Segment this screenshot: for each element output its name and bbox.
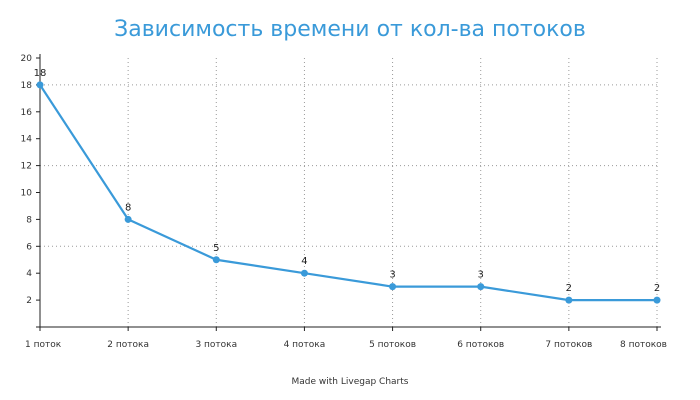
data-point xyxy=(653,296,661,304)
data-label: 3 xyxy=(478,270,484,281)
y-tick-label: 20 xyxy=(21,54,33,64)
x-tick-label: 7 потоков xyxy=(545,340,592,350)
data-point xyxy=(565,296,573,304)
x-tick-label: 5 потоков xyxy=(369,340,416,350)
x-tick-label: 3 потока xyxy=(195,340,237,350)
data-point xyxy=(389,283,397,291)
y-tick-label: 10 xyxy=(21,189,33,199)
data-label: 8 xyxy=(125,202,131,213)
data-point xyxy=(212,256,220,264)
y-tick-label: 18 xyxy=(21,81,33,91)
x-tick-label: 1 поток xyxy=(25,340,62,350)
x-tick-label: 4 потока xyxy=(284,340,326,350)
series-line xyxy=(39,84,657,302)
data-label: 2 xyxy=(654,283,660,294)
data-label: 2 xyxy=(566,283,572,294)
y-tick-label: 6 xyxy=(26,242,32,252)
footer-credit: Made with Livegap Charts xyxy=(292,377,409,387)
data-label: 18 xyxy=(34,68,47,79)
data-label: 5 xyxy=(213,243,219,254)
x-tick-label: 2 потока xyxy=(107,340,149,350)
x-tick-labels: 1 поток 2 потока 3 потока 4 потока 5 потоков… xyxy=(25,327,667,350)
y-tick-labels: 2 4 6 8 10 12 14 16 18 20 xyxy=(21,54,40,306)
data-label: 3 xyxy=(389,270,395,281)
y-tick-label: 16 xyxy=(21,108,33,118)
grid xyxy=(40,58,658,327)
data-labels: 18 8 5 4 3 3 2 2 xyxy=(34,68,661,294)
data-point xyxy=(300,269,308,277)
data-point xyxy=(477,283,485,291)
x-tick-label: 6 потоков xyxy=(457,340,504,350)
data-points xyxy=(36,81,661,304)
x-tick-label: 8 потоков xyxy=(620,340,667,350)
y-tick-label: 8 xyxy=(26,215,32,225)
y-tick-label: 4 xyxy=(26,269,32,279)
data-point xyxy=(124,215,132,223)
y-tick-label: 2 xyxy=(26,296,32,306)
data-label: 4 xyxy=(301,256,307,267)
y-tick-label: 14 xyxy=(21,135,33,145)
y-tick-label: 12 xyxy=(21,162,32,172)
data-point xyxy=(36,81,44,89)
chart-title: Зависимость времени от кол-ва потоков xyxy=(114,17,586,42)
